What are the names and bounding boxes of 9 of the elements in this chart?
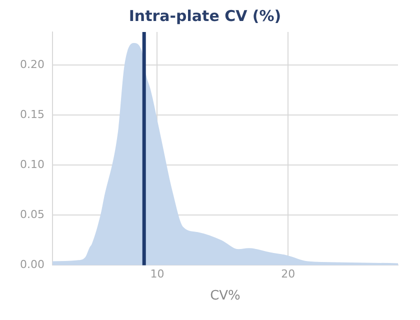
y-tick-label: 0.10 — [20, 158, 44, 171]
x-axis-title: CV% — [210, 288, 240, 304]
x-tick-label: 20 — [281, 268, 296, 281]
y-tick-label: 0.00 — [20, 258, 44, 272]
x-tick-label: 10 — [150, 268, 164, 281]
y-tick-label: 0.20 — [20, 58, 44, 71]
chart-title: Intra-plate CV (%) — [128, 6, 282, 25]
y-tick-label: 0.05 — [20, 208, 44, 222]
y-tick-label: 0.15 — [20, 108, 44, 121]
